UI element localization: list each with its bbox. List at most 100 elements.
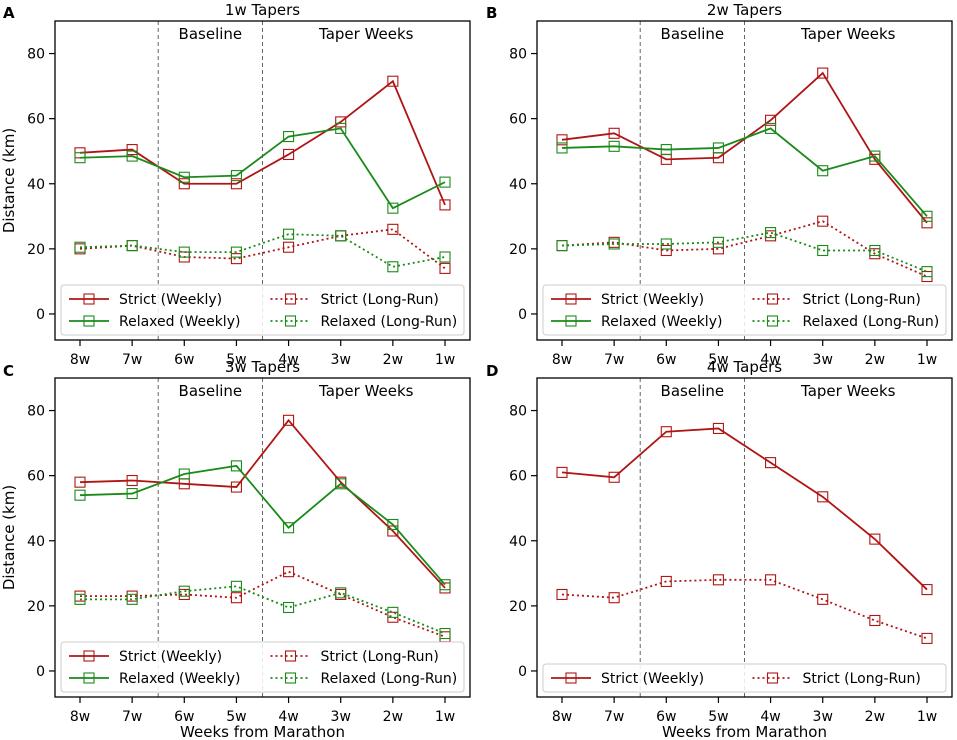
legend-label: Strict (Long-Run) (803, 671, 921, 687)
data-point (335, 116, 347, 128)
legend-marker (766, 315, 779, 327)
legend-label: Strict (Weekly) (119, 649, 222, 665)
y-tick-label: 40 (27, 534, 45, 550)
legend-label: Strict (Long-Run) (321, 292, 439, 308)
y-tick-label: 0 (518, 664, 527, 680)
data-point (178, 468, 190, 480)
x-tick-label: 4w (760, 709, 780, 725)
legend-marker (565, 293, 577, 305)
data-point (283, 131, 295, 143)
panel-d: D 4w Tapers Baseline Taper Weeks 0 20 40 60 80 8w… (486, 358, 953, 740)
data-point (283, 601, 295, 614)
data-point (608, 127, 620, 139)
x-tick-label: 2w (383, 709, 403, 725)
data-point (230, 178, 242, 190)
data-point (74, 241, 86, 253)
panel-title: 2w Tapers (707, 1, 782, 19)
legend-box (60, 641, 465, 693)
baseline-label: Baseline (661, 25, 725, 43)
legend-box (60, 284, 465, 336)
data-point (765, 122, 777, 134)
series-line (561, 578, 928, 640)
x-tick-label: 4w (278, 352, 298, 368)
x-tick-label: 8w (70, 352, 90, 368)
data-point (556, 588, 568, 601)
data-point (387, 202, 399, 214)
y-tick-label: 0 (36, 664, 45, 680)
series-line (561, 231, 928, 273)
data-point (817, 165, 829, 177)
x-tick-label: 2w (383, 352, 403, 368)
legend-marker (565, 672, 577, 684)
y-tick-label: 60 (509, 469, 527, 485)
legend-label: Strict (Long-Run) (803, 292, 921, 308)
data-point (283, 414, 295, 426)
legend-box (542, 663, 947, 693)
y-tick-label: 40 (509, 534, 527, 550)
legend-marker (565, 315, 577, 327)
x-tick-label: 7w (122, 709, 142, 725)
data-point (608, 238, 620, 250)
x-tick-label: 3w (331, 709, 351, 725)
legend-marker (284, 672, 297, 684)
data-point (126, 150, 138, 162)
data-point (230, 170, 242, 182)
data-point (817, 244, 829, 257)
axes-frame (54, 377, 471, 698)
x-tick-label: 1w (917, 352, 937, 368)
y-tick-label: 0 (36, 307, 45, 323)
data-point (178, 246, 190, 258)
x-tick-label: 1w (435, 352, 455, 368)
data-point (765, 457, 777, 469)
data-point (74, 593, 86, 605)
data-point (283, 241, 295, 253)
y-tick-label: 80 (27, 404, 45, 420)
data-point (283, 148, 295, 161)
x-tick-label: 5w (226, 709, 246, 725)
taper-weeks-label: Taper Weeks (800, 382, 896, 400)
panel-title: 4w Tapers (707, 358, 782, 376)
x-tick-label: 7w (122, 352, 142, 368)
data-point (660, 244, 672, 257)
x-tick-label: 7w (604, 352, 624, 368)
data-point (74, 476, 86, 488)
x-tick-label: 1w (435, 709, 455, 725)
data-point (335, 587, 347, 599)
x-axis-label: Weeks from Marathon (662, 723, 827, 740)
y-tick-label: 20 (509, 242, 527, 258)
data-point (126, 144, 138, 156)
data-point (230, 253, 242, 265)
y-tick-label: 40 (27, 177, 45, 193)
data-point (387, 223, 399, 235)
data-point (712, 236, 724, 248)
legend-marker (766, 672, 779, 684)
x-tick-label: 8w (70, 709, 90, 725)
data-point (608, 471, 620, 483)
baseline-label: Baseline (661, 382, 725, 400)
data-point (178, 171, 190, 183)
data-point (230, 580, 242, 592)
legend-label: Relaxed (Weekly) (601, 314, 722, 330)
y-tick-label: 0 (518, 307, 527, 323)
data-point (230, 592, 242, 604)
data-point (230, 246, 242, 258)
data-point (817, 67, 829, 79)
data-point (556, 142, 568, 154)
data-point (712, 574, 724, 586)
legend-label: Relaxed (Weekly) (119, 671, 240, 687)
data-point (387, 75, 399, 87)
data-point (660, 144, 672, 156)
legend-label: Strict (Weekly) (601, 671, 704, 687)
legend-marker (284, 315, 297, 327)
data-point (335, 230, 347, 242)
data-point (387, 606, 399, 618)
data-point (817, 215, 829, 227)
legend-label: Strict (Weekly) (601, 292, 704, 308)
taper-weeks-label: Taper Weeks (318, 382, 414, 400)
y-axis-label: Distance (km) (0, 485, 18, 590)
y-tick-label: 80 (509, 404, 527, 420)
data-point (178, 178, 190, 190)
data-point (230, 460, 242, 472)
panel-letter: A (3, 4, 15, 22)
